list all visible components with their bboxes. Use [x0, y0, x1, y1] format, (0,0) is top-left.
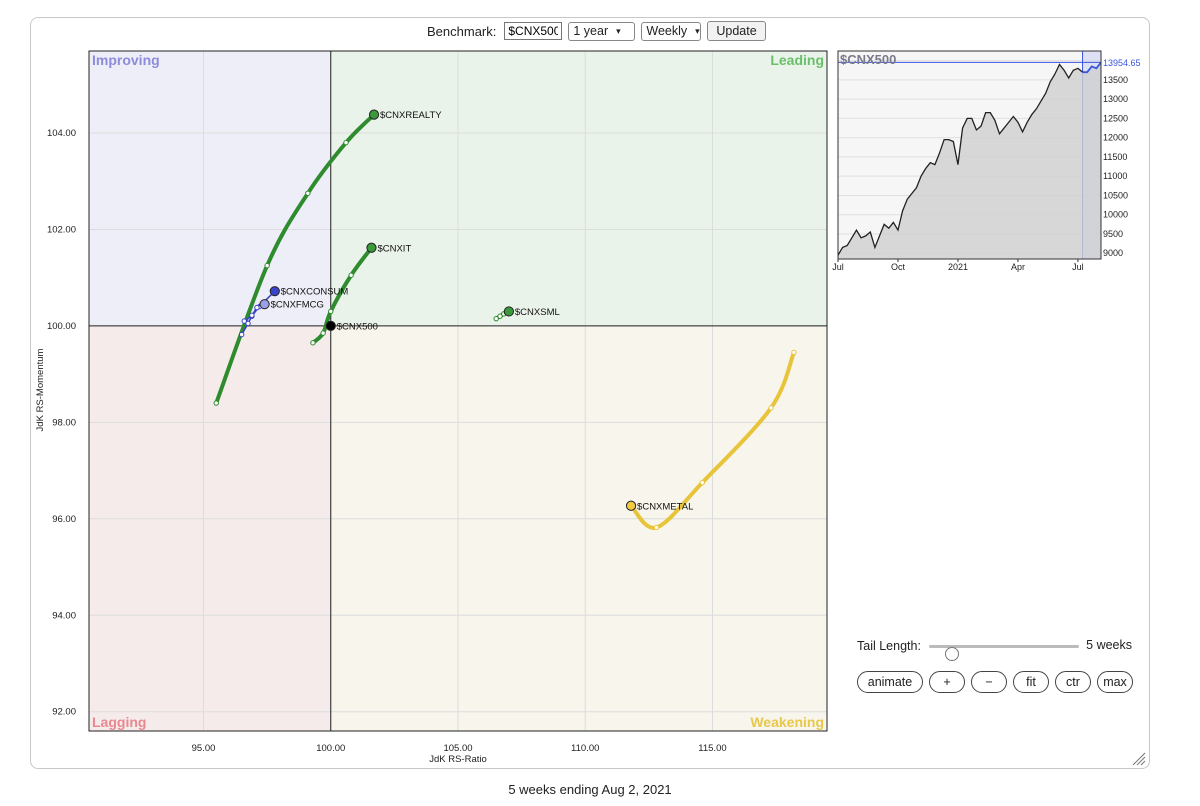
chevron-down-icon: ▾ — [616, 25, 621, 36]
footer-caption: 5 weeks ending Aug 2, 2021 — [508, 782, 672, 797]
toolbar: Benchmark: 1 year ▾ Weekly ▾ Update — [427, 20, 766, 42]
zoom-out-button[interactable]: − — [971, 671, 1007, 693]
chart-controls: animate + − fit ctr max — [857, 671, 1133, 693]
resize-handle-icon[interactable] — [1130, 750, 1146, 766]
rrg-panel — [30, 17, 1150, 769]
slider-thumb[interactable] — [945, 647, 960, 661]
benchmark-label: Benchmark: — [427, 23, 497, 39]
period-select-value: 1 year — [573, 24, 609, 38]
zoom-in-button[interactable]: + — [929, 671, 965, 693]
benchmark-input[interactable] — [504, 22, 563, 40]
interval-select-value: Weekly — [646, 24, 688, 38]
tail-length-value: 5 weeks — [1086, 638, 1132, 652]
interval-select[interactable]: Weekly ▾ — [641, 21, 702, 41]
max-button[interactable]: max — [1097, 671, 1133, 693]
fit-button[interactable]: fit — [1013, 671, 1049, 693]
period-select[interactable]: 1 year ▾ — [568, 21, 636, 41]
tail-length-control: Tail Length: 5 weeks — [857, 636, 1132, 661]
center-button[interactable]: ctr — [1055, 671, 1091, 693]
update-button[interactable]: Update — [707, 21, 766, 41]
tail-length-slider[interactable] — [929, 645, 1079, 661]
chevron-down-icon: ▾ — [695, 25, 700, 36]
animate-button[interactable]: animate — [857, 671, 923, 693]
tail-length-label: Tail Length: — [857, 639, 921, 653]
